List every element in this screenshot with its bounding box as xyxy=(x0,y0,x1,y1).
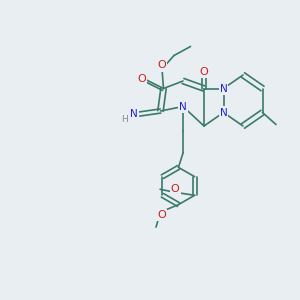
Text: N: N xyxy=(220,83,227,94)
Text: N: N xyxy=(220,107,227,118)
Text: O: O xyxy=(200,67,208,77)
Text: O: O xyxy=(137,74,146,85)
Text: H: H xyxy=(121,116,128,124)
Text: O: O xyxy=(171,184,179,194)
Text: O: O xyxy=(158,60,166,70)
Text: O: O xyxy=(158,210,166,220)
Text: N: N xyxy=(130,109,138,119)
Text: N: N xyxy=(179,101,187,112)
